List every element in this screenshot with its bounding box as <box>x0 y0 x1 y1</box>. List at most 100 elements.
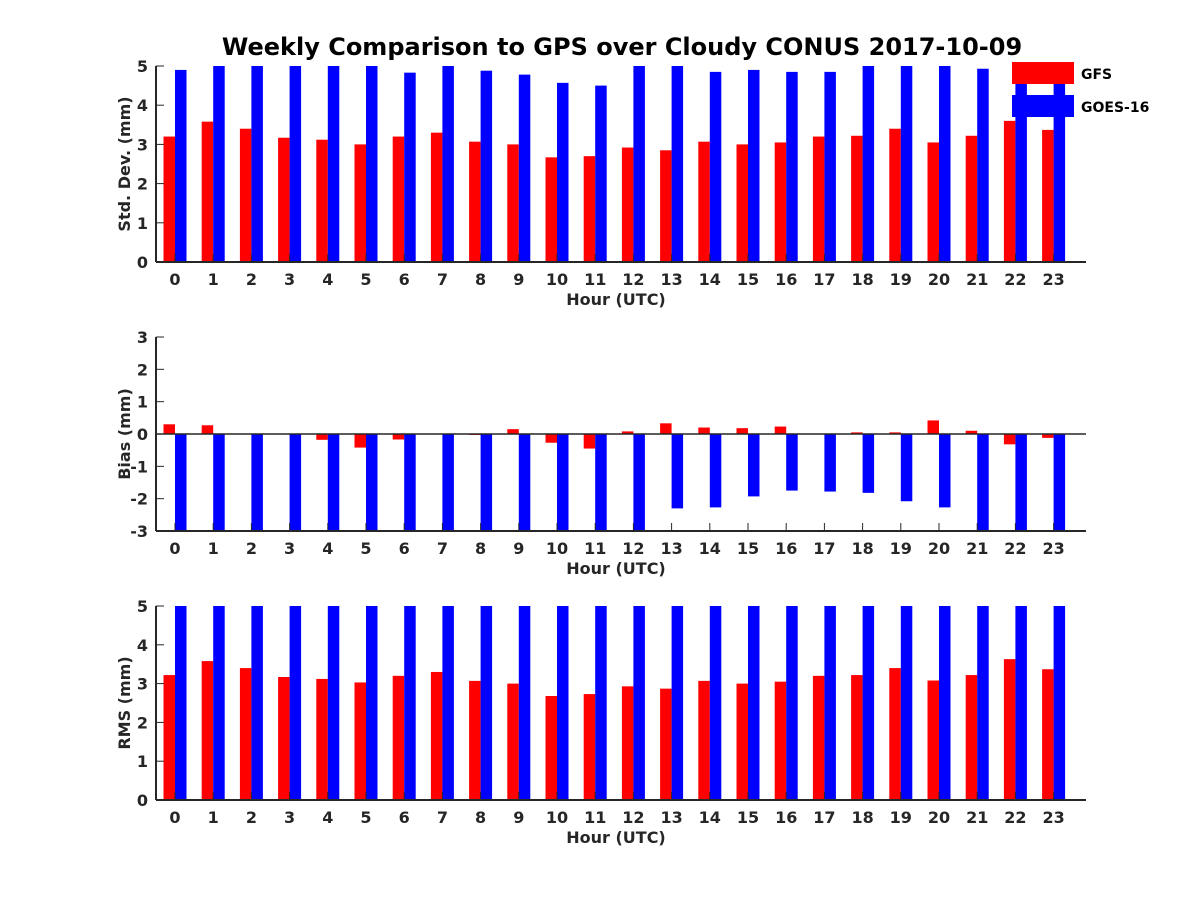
bar-gfs-15 <box>736 144 748 262</box>
x-tick-label: 4 <box>322 270 333 289</box>
x-tick-label: 13 <box>660 808 682 827</box>
x-tick-label: 16 <box>775 808 797 827</box>
x-tick-label: 8 <box>475 270 486 289</box>
bar-goes16-23 <box>1053 66 1066 262</box>
bar-gfs-2 <box>239 668 252 800</box>
x-tick-label: 0 <box>169 808 180 827</box>
y-tick-label: 1 <box>137 752 148 771</box>
bar-gfs-21 <box>965 135 978 262</box>
bar-goes16-9 <box>518 434 531 531</box>
x-tick-label: 12 <box>622 808 644 827</box>
bar-goes16-4 <box>327 434 340 531</box>
bar-goes16-22 <box>1015 606 1027 800</box>
bar-goes16-8 <box>480 434 493 531</box>
y-tick-label: 0 <box>137 253 148 272</box>
x-tick-label: 23 <box>1042 539 1064 558</box>
bar-gfs-21 <box>965 430 978 434</box>
bar-gfs-17 <box>812 675 825 800</box>
bar-goes16-17 <box>824 606 836 800</box>
bar-gfs-17 <box>812 136 825 262</box>
bar-goes16-21 <box>977 606 989 800</box>
x-tick-label: 20 <box>928 270 950 289</box>
x-tick-label: 19 <box>890 539 912 558</box>
bar-goes16-15 <box>748 434 760 497</box>
bar-gfs-16 <box>774 142 787 262</box>
y-tick-label: 1 <box>137 214 148 233</box>
x-tick-label: 17 <box>813 808 835 827</box>
bar-gfs-23 <box>1042 669 1054 800</box>
panel-1: 0 1 2 3 4 5 6 7 8 9 10 11 12 13 14 15 16 17 18 19 20 21 22 2301… <box>115 57 1086 309</box>
bar-goes16-23 <box>1053 606 1066 800</box>
bar-goes16-13 <box>671 66 684 262</box>
bar-goes16-6 <box>404 606 416 800</box>
y-tick-label: 4 <box>137 636 148 655</box>
x-tick-label: 22 <box>1004 539 1026 558</box>
y-tick-label: 3 <box>137 675 148 694</box>
bar-goes16-20 <box>939 66 951 262</box>
x-tick-label: 1 <box>208 808 219 827</box>
bar-gfs-7 <box>430 132 443 262</box>
y-tick-label: 2 <box>137 175 148 194</box>
bar-goes16-0 <box>175 69 187 262</box>
y-axis-label: Bias (mm) <box>115 388 134 480</box>
bar-gfs-16 <box>774 681 787 800</box>
x-tick-label: 23 <box>1042 270 1064 289</box>
y-axis-label: Std. Dev. (mm) <box>115 96 134 231</box>
x-tick-label: 0 <box>169 539 180 558</box>
bar-gfs-13 <box>660 688 672 800</box>
bar-gfs-5 <box>354 682 366 800</box>
bar-goes16-18 <box>862 434 875 493</box>
y-tick-label: 1 <box>137 393 148 412</box>
x-tick-label: 12 <box>622 539 644 558</box>
bar-gfs-3 <box>278 677 290 800</box>
bar-gfs-18 <box>851 135 863 262</box>
bar-gfs-10 <box>545 434 557 443</box>
bar-goes16-14 <box>709 71 722 262</box>
bar-goes16-20 <box>939 606 951 800</box>
bar-goes16-16 <box>786 434 798 491</box>
x-tick-label: 5 <box>360 539 371 558</box>
x-tick-label: 12 <box>622 270 644 289</box>
y-tick-label: 4 <box>137 96 148 115</box>
bar-gfs-11 <box>583 434 596 449</box>
bar-gfs-9 <box>507 144 519 262</box>
bar-gfs-18 <box>851 675 863 800</box>
bar-goes16-10 <box>557 606 569 800</box>
bar-goes16-18 <box>862 606 875 800</box>
y-tick-label: 5 <box>137 57 148 76</box>
x-tick-label: 4 <box>322 539 333 558</box>
x-tick-label: 9 <box>513 539 524 558</box>
bar-goes16-17 <box>824 434 836 492</box>
bar-gfs-20 <box>927 420 939 434</box>
bar-goes16-1 <box>213 66 225 262</box>
bar-goes16-12 <box>633 434 645 531</box>
bar-goes16-21 <box>977 434 989 531</box>
x-tick-label: 23 <box>1042 808 1064 827</box>
bar-gfs-15 <box>736 428 748 434</box>
x-tick-label: 18 <box>851 270 873 289</box>
bar-goes16-16 <box>786 606 798 800</box>
bar-gfs-12 <box>621 147 634 262</box>
x-tick-label: 14 <box>699 539 721 558</box>
x-tick-label: 14 <box>699 270 721 289</box>
bar-gfs-13 <box>660 423 672 434</box>
bar-gfs-7 <box>430 671 443 800</box>
bar-goes16-3 <box>289 66 302 262</box>
x-tick-label: 20 <box>928 808 950 827</box>
bar-gfs-4 <box>316 434 328 440</box>
x-tick-label: 15 <box>737 808 759 827</box>
bar-goes16-19 <box>900 66 913 262</box>
bar-goes16-3 <box>289 434 302 531</box>
x-tick-label: 6 <box>399 270 410 289</box>
bar-goes16-14 <box>709 606 722 800</box>
y-tick-label: -1 <box>130 457 148 476</box>
bar-goes16-10 <box>557 82 569 262</box>
x-tick-label: 17 <box>813 539 835 558</box>
bar-goes16-8 <box>480 70 493 262</box>
x-tick-label: 6 <box>399 808 410 827</box>
x-tick-label: 10 <box>546 270 568 289</box>
x-tick-label: 8 <box>475 808 486 827</box>
x-tick-label: 16 <box>775 270 797 289</box>
bar-gfs-15 <box>736 683 748 800</box>
